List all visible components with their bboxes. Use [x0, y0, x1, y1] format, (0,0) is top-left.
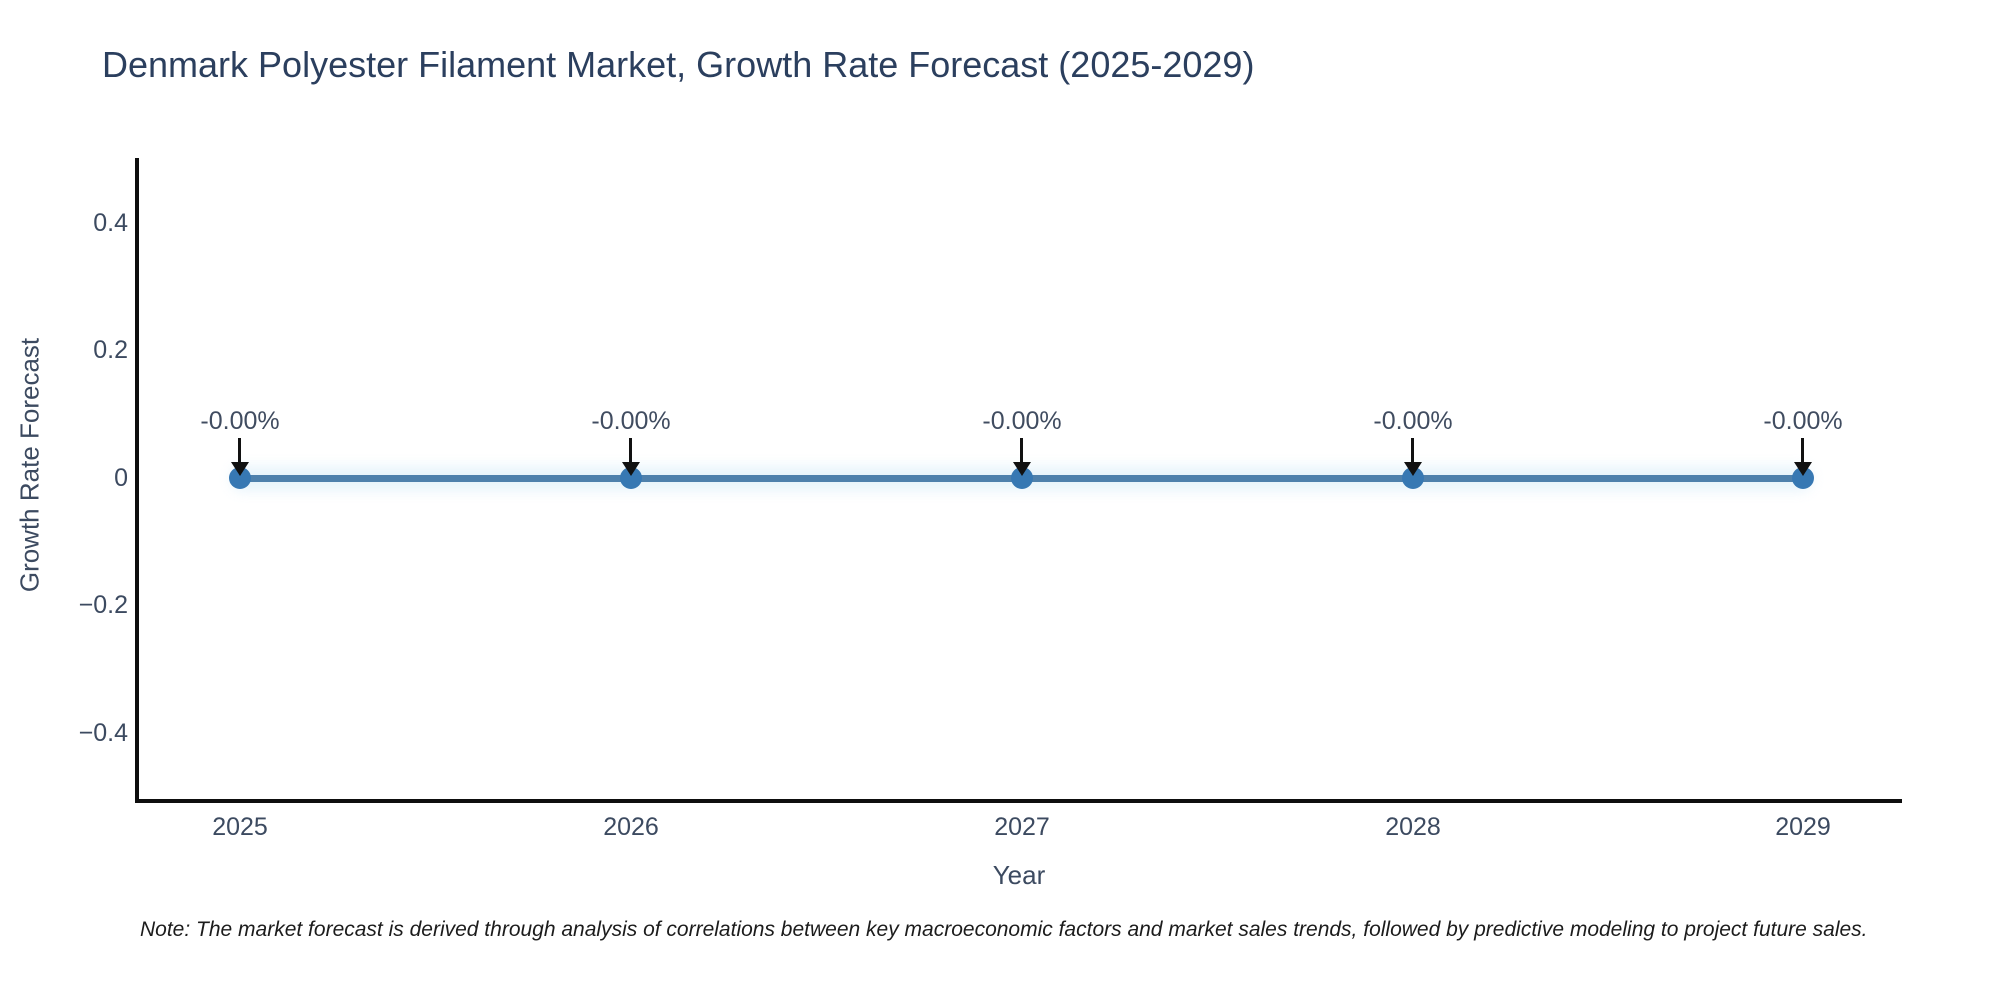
y-tick-label: −0.2	[78, 591, 128, 619]
point-annotation-2027: -0.00%	[982, 407, 1062, 435]
annotation-arrowhead-icon	[622, 462, 640, 476]
point-annotation-2029: -0.00%	[1763, 407, 1843, 435]
y-tick-label: 0.4	[93, 209, 128, 237]
annotation-arrow-shaft	[1411, 438, 1414, 464]
point-annotation-2026: -0.00%	[591, 407, 671, 435]
x-axis-title: Year	[992, 860, 1046, 890]
x-tick-label: 2028	[1385, 813, 1441, 841]
annotation-arrow-shaft	[1020, 438, 1023, 464]
y-tick-label: 0	[114, 464, 128, 492]
chart-title: Denmark Polyester Filament Market, Growt…	[102, 44, 1255, 85]
y-tick-label: −0.4	[78, 719, 128, 747]
methodology-note: Note: The market forecast is derived thr…	[140, 918, 1868, 941]
x-tick-label: 2029	[1775, 813, 1831, 841]
y-tick-label: 0.2	[93, 336, 128, 364]
point-annotation-2028: -0.00%	[1373, 407, 1453, 435]
x-tick-label: 2025	[212, 813, 268, 841]
annotation-arrowhead-icon	[1404, 462, 1422, 476]
x-tick-label: 2026	[603, 813, 659, 841]
x-tick-label: 2027	[994, 813, 1050, 841]
y-axis-line	[135, 158, 139, 803]
x-axis-line	[135, 799, 1902, 803]
annotation-arrowhead-icon	[1013, 462, 1031, 476]
point-annotation-2025: -0.00%	[200, 407, 280, 435]
annotation-arrow-shaft	[238, 438, 241, 464]
annotation-arrowhead-icon	[231, 462, 249, 476]
annotation-arrowhead-icon	[1794, 462, 1812, 476]
annotation-arrow-shaft	[629, 438, 632, 464]
annotation-arrow-shaft	[1801, 438, 1804, 464]
